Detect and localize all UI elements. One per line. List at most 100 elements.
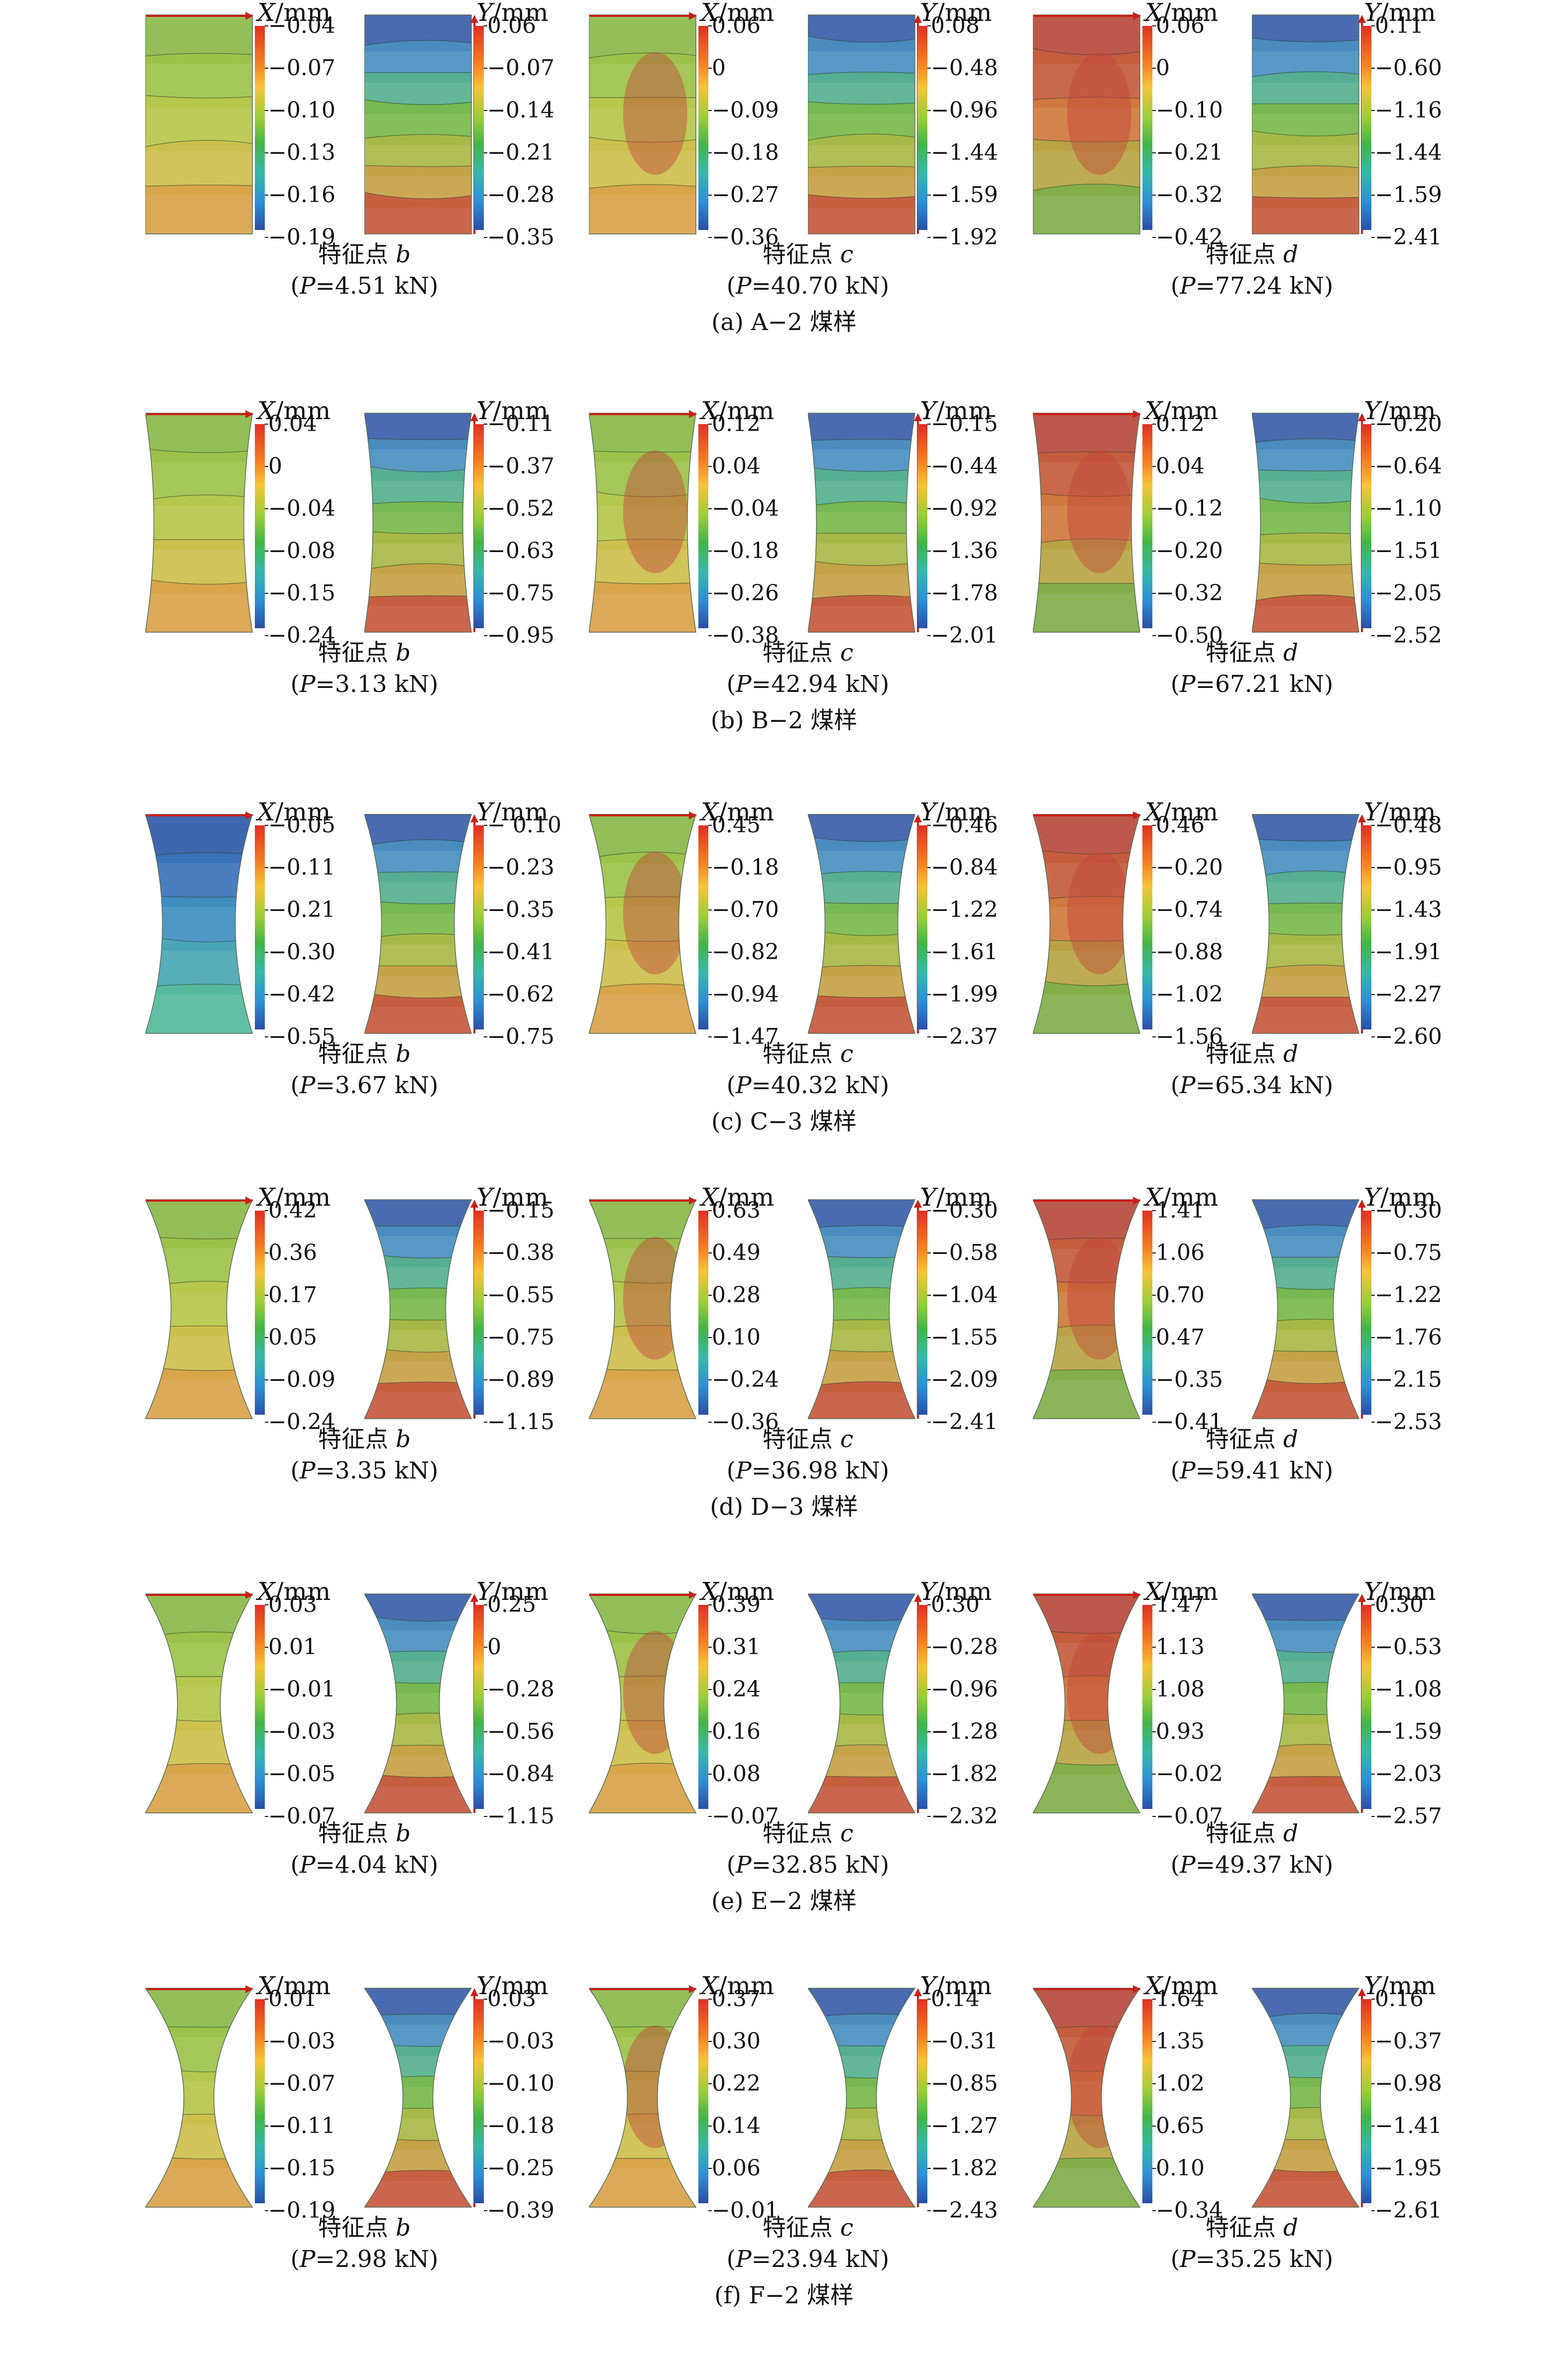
figure-row: X/mm 0.42 0.36 0.17 0.05 −0.09 −0.24 Y/mm −0.15−… bbox=[0, 1185, 1568, 1580]
y-displacement-contour bbox=[1252, 814, 1366, 1034]
colorbar-ticks: 0.03 0.01 −0.01 −0.03 −0.05 −0.07 bbox=[265, 1594, 363, 1827]
colorbar-title: Y/mm bbox=[1364, 0, 1436, 25]
feature-point-panel: X/mm 0.06 0 −0.09 −0.18 −0.27 −0.36 Y/mm 0.08 −0.… bbox=[589, 0, 1027, 348]
y-displacement-field: Y/mm −0.46 −0.84 −1.22 −1.61 −1.99 −2.37 bbox=[808, 799, 1027, 1048]
colorbar-title: X/mm bbox=[701, 1185, 774, 1210]
colorbar-tick-label: −0.07 bbox=[484, 55, 555, 81]
x-displacement-contour bbox=[145, 1591, 253, 1813]
axis-symbol: X bbox=[1145, 396, 1163, 425]
colorbar bbox=[255, 1999, 265, 2203]
axis-symbol: X bbox=[701, 1183, 719, 1212]
colorbar-tick-label: −0.11 bbox=[265, 855, 336, 880]
x-displacement-contour bbox=[1033, 1197, 1141, 1419]
colorbar-tick-label: −0.20 bbox=[1152, 855, 1223, 880]
colorbar-tick-label: 0.65 bbox=[1152, 2113, 1205, 2139]
axis-unit: /mm bbox=[718, 0, 775, 27]
y-displacement-contour bbox=[808, 1593, 922, 1813]
colorbar-ticks: 0.04 0 −0.04 −0.08 −0.15 −0.24 bbox=[265, 413, 363, 647]
load-label: (P=3.35 kN) bbox=[290, 1457, 439, 1484]
colorbar-ticks: −0.05 −0.11 −0.21 −0.30 −0.42 −0.55 bbox=[265, 814, 363, 1048]
colorbar-ticks: −0.11 −0.37 −0.52 −0.63 −0.75 −0.95 bbox=[484, 413, 582, 647]
colorbar-tick-label: 0.06 bbox=[708, 13, 761, 38]
axis-symbol: Y bbox=[920, 0, 937, 27]
colorbar-tick-label: −2.52 bbox=[1371, 623, 1442, 648]
colorbar-tick-label: −0.30 bbox=[927, 1198, 998, 1223]
feature-point-label: 特征点 c bbox=[589, 1426, 1027, 1453]
load-value: =67.21 kN bbox=[1195, 671, 1325, 698]
colorbar-tick-label: 0.06 bbox=[484, 13, 536, 38]
colorbar-tick-label: 0.47 bbox=[1152, 1325, 1205, 1350]
colorbar-tick-label: −0.03 bbox=[484, 2029, 555, 2054]
colorbar-tick-label: −0.16 bbox=[265, 182, 336, 208]
x-displacement-contour bbox=[1033, 410, 1141, 633]
colorbar-tick-label: −1.28 bbox=[927, 1719, 998, 1744]
x-displacement-field: X/mm 0.01 −0.03 −0.07 −0.11 −0.15 −0.19 bbox=[145, 1973, 364, 2222]
colorbar bbox=[474, 1211, 484, 1415]
colorbar-tick-label: 1.13 bbox=[1152, 1634, 1205, 1660]
colorbar-ticks: −0.46 −0.84 −1.22 −1.61 −1.99 −2.37 bbox=[927, 814, 1025, 1048]
axis-unit: /mm bbox=[1162, 797, 1219, 826]
feature-point-symbol: d bbox=[1283, 1426, 1299, 1453]
x-displacement-field: X/mm 0.63 0.49 0.28 0.10 −0.24 −0.36 bbox=[589, 1185, 808, 1433]
x-displacement-field: X/mm 1.41 1.06 0.70 0.47 −0.35 −0.41 bbox=[1033, 1185, 1252, 1433]
load-value: =23.94 kN bbox=[751, 2246, 881, 2273]
colorbar-tick-label: −0.35 bbox=[484, 897, 555, 922]
load-symbol: P bbox=[299, 671, 316, 698]
y-displacement-field: Y/mm −0.15 −0.38 −0.55 −0.75 −0.89 −1.15 bbox=[364, 1185, 583, 1433]
x-displacement-field: X/mm 0.39 0.31 0.24 0.16 0.08 −0.07 bbox=[589, 1579, 808, 1827]
y-displacement-contour bbox=[364, 1199, 478, 1419]
load-value: =40.32 kN bbox=[751, 1072, 881, 1099]
colorbar-tick-label: 0.42 bbox=[265, 1198, 317, 1223]
axis-unit: /mm bbox=[275, 1577, 331, 1606]
axis-unit: /mm bbox=[275, 797, 331, 826]
axis-symbol: Y bbox=[476, 797, 493, 826]
feature-point-panel: X/mm 1.64 1.35 1.02 0.65 0.10 −0.34 Y/mm 0.16 −0.… bbox=[1033, 1973, 1471, 2322]
colorbar-tick-label: −0.28 bbox=[927, 1634, 998, 1660]
colorbar-tick-label: −0.39 bbox=[484, 2198, 555, 2223]
colorbar-tick-label: −0.46 bbox=[927, 812, 998, 838]
colorbar-tick-label: −1.99 bbox=[927, 982, 998, 1007]
colorbar-tick-label: −0.89 bbox=[484, 1367, 555, 1392]
figure-row: X/mm −0.05 −0.11 −0.21 −0.30 −0.42 −0.55 Y/mm − … bbox=[0, 799, 1568, 1195]
colorbar-title: X/mm bbox=[1145, 799, 1218, 824]
axis-unit: /mm bbox=[718, 797, 775, 826]
colorbar-tick-label: 0.06 bbox=[1152, 13, 1205, 38]
feature-point-panel: X/mm 0.42 0.36 0.17 0.05 −0.09 −0.24 Y/mm −0.15−… bbox=[145, 1185, 583, 1533]
colorbar-tick-label: 0 bbox=[708, 55, 726, 81]
axis-unit: /mm bbox=[1380, 797, 1436, 826]
colorbar-tick-label: −0.01 bbox=[708, 2198, 779, 2223]
load-label: (P=4.04 kN) bbox=[290, 1851, 439, 1879]
colorbar-tick-label: −2.15 bbox=[1371, 1367, 1442, 1392]
colorbar-tick-label: −1.16 bbox=[1371, 98, 1442, 123]
colorbar-ticks: −0.04 −0.07 −0.10 −0.13 −0.16 −0.19 bbox=[265, 15, 363, 248]
colorbar-tick-label: 0.36 bbox=[265, 1240, 317, 1265]
feature-point-label: 特征点 c bbox=[589, 1820, 1027, 1847]
colorbar-title: X/mm bbox=[257, 1579, 331, 1604]
x-displacement-contour bbox=[589, 1197, 697, 1419]
colorbar-tick-label: − 0.10 bbox=[484, 812, 561, 838]
colorbar-tick-label: 0.70 bbox=[1152, 1282, 1205, 1308]
feature-point-text: 特征点 bbox=[318, 1426, 388, 1453]
feature-point-text: 特征点 bbox=[762, 639, 833, 667]
colorbar bbox=[474, 26, 484, 230]
colorbar-tick-label: −0.88 bbox=[1152, 939, 1223, 965]
colorbar-tick-label: −0.96 bbox=[927, 1677, 998, 1702]
feature-point-label: 特征点 d bbox=[1033, 2215, 1471, 2242]
y-displacement-field: Y/mm −0.30 −0.75 −1.22 −1.76 −2.15 −2.53 bbox=[1252, 1185, 1471, 1433]
axis-unit: /mm bbox=[1380, 1971, 1436, 2000]
axis-unit: /mm bbox=[1380, 396, 1436, 425]
load-value: =2.98 kN bbox=[315, 2246, 430, 2273]
colorbar-title: X/mm bbox=[257, 1185, 331, 1210]
feature-point-text: 特征点 bbox=[318, 639, 388, 667]
load-value: =65.34 kN bbox=[1195, 1072, 1325, 1099]
colorbar-tick-label: 0.30 bbox=[927, 1592, 980, 1617]
figure-row: X/mm 0.01 −0.03 −0.07 −0.11 −0.15 −0.19 Y/mm 0.0… bbox=[0, 1973, 1568, 2369]
colorbar-tick-label: −0.41 bbox=[484, 939, 555, 965]
axis-unit: /mm bbox=[936, 396, 992, 425]
x-displacement-contour bbox=[589, 1591, 697, 1813]
load-symbol: P bbox=[735, 272, 752, 300]
figure-row: X/mm 0.04 0 −0.04 −0.08 −0.15 −0.24 Y/mm −0.11 −0… bbox=[0, 398, 1568, 794]
colorbar-tick-label: −1.82 bbox=[927, 2155, 998, 2181]
x-displacement-contour bbox=[1033, 811, 1141, 1034]
colorbar-tick-label: −0.26 bbox=[708, 580, 779, 606]
